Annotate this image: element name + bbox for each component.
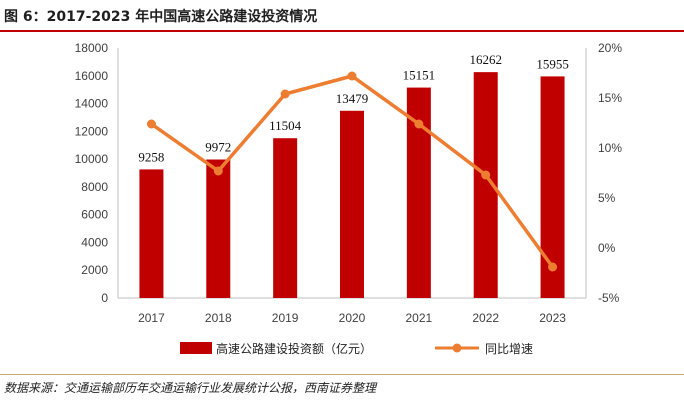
bar-data-label: 9972 xyxy=(205,140,231,155)
left-tick-label: 10000 xyxy=(75,152,109,166)
bar-data-label: 15955 xyxy=(536,56,569,71)
x-tick-label: 2017 xyxy=(138,311,165,325)
line-point xyxy=(347,71,357,81)
line-point xyxy=(213,166,223,176)
bar xyxy=(206,159,231,298)
left-tick-label: 6000 xyxy=(81,208,108,222)
left-tick-label: 16000 xyxy=(75,69,109,83)
right-tick-label: 15% xyxy=(598,91,622,105)
left-tick-label: 12000 xyxy=(75,124,109,138)
legend-line-marker xyxy=(452,343,462,353)
bar-data-label: 15151 xyxy=(403,68,436,83)
legend: 高速公路建设投资额（亿元） 同比增速 xyxy=(180,341,533,356)
right-tick-label: 5% xyxy=(598,191,616,205)
left-tick-label: 8000 xyxy=(81,180,108,194)
line-point xyxy=(414,119,424,129)
bar-data-label: 16262 xyxy=(469,52,502,67)
right-tick-label: -5% xyxy=(598,291,620,305)
right-tick-label: 0% xyxy=(598,241,616,255)
left-tick-label: 2000 xyxy=(81,263,108,277)
line-point xyxy=(146,119,156,129)
x-tick-label: 2021 xyxy=(406,311,433,325)
left-tick-label: 14000 xyxy=(75,97,109,111)
source-note: 数据来源：交通运输部历年交通运输行业发展统计公报，西南证券整理 xyxy=(4,381,377,395)
bar xyxy=(273,138,298,298)
left-tick-label: 4000 xyxy=(81,235,108,249)
line-point xyxy=(481,170,491,180)
bar-data-label: 13479 xyxy=(336,91,369,106)
x-tick-label: 2020 xyxy=(339,311,366,325)
bar xyxy=(139,169,164,298)
bar-data-label: 9258 xyxy=(138,149,164,164)
bar xyxy=(540,76,565,299)
legend-bar-swatch xyxy=(180,342,212,354)
legend-line-label: 同比增速 xyxy=(485,342,533,356)
x-tick-label: 2023 xyxy=(539,311,566,325)
bar-data-label: 11504 xyxy=(269,118,302,133)
chart: 0 2000 4000 6000 8000 10000 12000 14000 16000 180… xyxy=(75,41,623,356)
line-point xyxy=(280,89,290,99)
x-tick-label: 2019 xyxy=(272,311,299,325)
figure-title: 图 6：2017-2023 年中国高速公路建设投资情况 xyxy=(4,9,318,25)
left-tick-label: 18000 xyxy=(75,41,109,55)
source-divider xyxy=(0,374,684,375)
right-tick-label: 10% xyxy=(598,141,622,155)
legend-bar-label: 高速公路建设投资额（亿元） xyxy=(216,341,372,356)
left-tick-label: 0 xyxy=(101,291,108,305)
right-tick-label: 20% xyxy=(598,41,622,55)
x-tick-label: 2018 xyxy=(205,311,232,325)
title-divider xyxy=(0,30,684,32)
bar xyxy=(340,110,364,299)
x-tick-label: 2022 xyxy=(472,311,499,325)
line-point xyxy=(548,262,558,272)
